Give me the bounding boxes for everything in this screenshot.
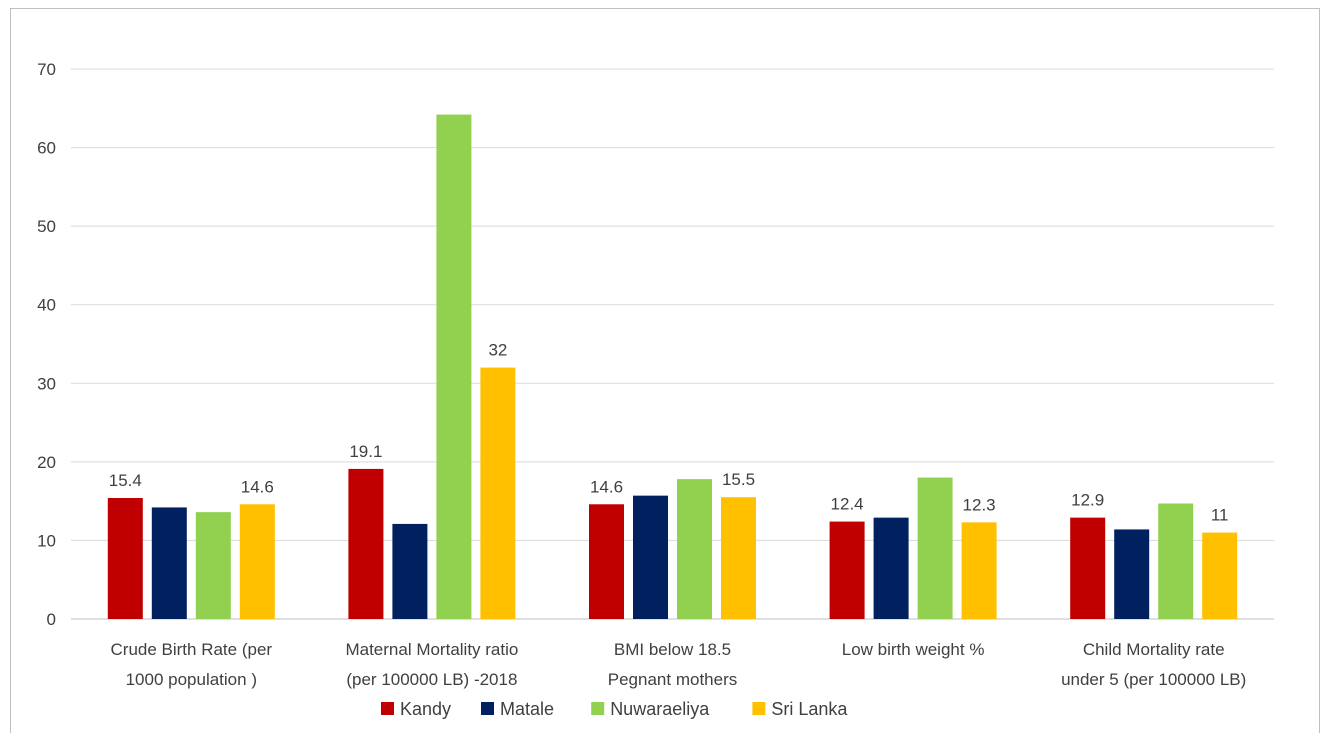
- bar-nuwaraeliya: [195, 512, 231, 619]
- y-tick-label: 0: [47, 610, 56, 629]
- category-label: Crude Birth Rate (per: [111, 640, 273, 659]
- y-tick-label: 60: [37, 139, 56, 158]
- legend-label: Nuwaraeliya: [610, 699, 710, 719]
- bar-nuwaraeliya: [436, 114, 472, 620]
- chart-frame: 0 10 20 30 40 50 60 70 15.4 19.1 14.6 12.4 12.9 14.6 3…: [10, 8, 1320, 733]
- category-label: Child Mortality rate: [1083, 640, 1225, 659]
- bar-matale: [1114, 529, 1150, 619]
- legend-label: Sri Lanka: [771, 699, 848, 719]
- y-tick-label: 20: [37, 453, 56, 472]
- y-tick-label: 10: [37, 531, 56, 550]
- bar-matale: [873, 517, 909, 619]
- bar-matale: [633, 495, 668, 619]
- category-label: (per 100000 LB) -2018: [346, 670, 517, 689]
- data-label: 15.5: [722, 470, 755, 489]
- bar-sri-lanka: [1202, 532, 1238, 619]
- category-label: Maternal Mortality ratio: [345, 640, 518, 659]
- category-label: BMI below 18.5: [614, 640, 731, 659]
- legend-swatch: [591, 702, 605, 715]
- bar-nuwaraeliya: [677, 479, 712, 619]
- bar-sri-lanka: [721, 497, 756, 619]
- data-label: 12.9: [1071, 491, 1104, 510]
- y-tick-label: 40: [37, 296, 56, 315]
- bar-sri-lanka: [480, 367, 516, 619]
- category-label: Pegnant mothers: [608, 670, 737, 689]
- category-label: 1000 population ): [126, 670, 257, 689]
- bar-nuwaraeliya: [917, 477, 953, 619]
- bar-kandy: [589, 504, 624, 619]
- legend-swatch: [481, 702, 494, 715]
- data-label: 14.6: [241, 477, 274, 496]
- y-tick-label: 30: [37, 374, 56, 393]
- data-label: 32: [488, 341, 507, 360]
- bar-kandy: [829, 521, 865, 619]
- data-label: 19.1: [349, 442, 382, 461]
- y-tick-label: 50: [37, 217, 56, 236]
- bar-kandy: [1070, 517, 1106, 619]
- bar-sri-lanka: [961, 522, 997, 619]
- legend-swatch: [752, 702, 766, 715]
- bar-nuwaraeliya: [1158, 503, 1194, 619]
- category-label: under 5 (per 100000 LB): [1061, 670, 1246, 689]
- bar-chart: 0 10 20 30 40 50 60 70 15.4 19.1 14.6 12.4 12.9 14.6 3…: [37, 60, 1274, 719]
- legend-label: Kandy: [400, 699, 451, 719]
- bar-matale: [151, 507, 187, 619]
- data-label: 12.3: [963, 495, 996, 514]
- bar-matale: [392, 523, 428, 619]
- bar-kandy: [348, 468, 384, 619]
- bar-sri-lanka: [239, 504, 275, 619]
- y-tick-label: 70: [37, 60, 56, 79]
- data-label: 14.6: [590, 477, 623, 496]
- category-label: Low birth weight %: [842, 640, 985, 659]
- bar-kandy: [107, 498, 143, 619]
- legend-label: Matale: [500, 699, 554, 719]
- data-label: 12.4: [831, 495, 864, 514]
- data-label: 11: [1211, 506, 1229, 525]
- data-label: 15.4: [109, 471, 142, 490]
- legend-swatch: [381, 702, 394, 715]
